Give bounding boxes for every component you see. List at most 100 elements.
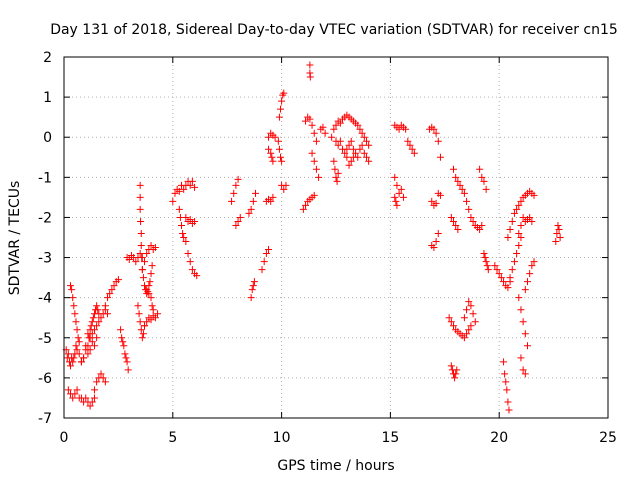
series-t61	[500, 358, 513, 414]
data-point	[410, 149, 418, 157]
data-point	[251, 189, 259, 197]
series-t39	[330, 157, 342, 185]
data-point	[280, 89, 288, 97]
data-point	[354, 121, 362, 129]
data-point	[308, 121, 316, 129]
data-point	[87, 322, 95, 330]
data-point	[510, 209, 518, 217]
data-point	[93, 334, 101, 342]
data-point	[362, 153, 370, 161]
data-point	[469, 310, 477, 318]
data-point	[234, 217, 242, 225]
data-point	[188, 177, 196, 185]
data-point	[228, 197, 236, 205]
data-point	[360, 149, 368, 157]
data-point	[491, 262, 499, 270]
data-point	[106, 290, 114, 298]
data-point	[95, 310, 103, 318]
data-point	[393, 181, 401, 189]
data-point	[362, 137, 370, 145]
data-point	[515, 229, 523, 237]
data-point	[312, 165, 320, 173]
data-point	[506, 274, 514, 282]
data-point	[268, 153, 276, 161]
data-point	[147, 270, 155, 278]
series-t06	[90, 370, 109, 394]
data-point	[147, 242, 155, 250]
data-point	[310, 191, 318, 199]
data-point	[136, 181, 144, 189]
data-point	[193, 272, 201, 280]
data-point	[432, 129, 440, 137]
y-tick-label: -2	[38, 210, 52, 226]
data-point	[334, 141, 342, 149]
data-point	[341, 149, 349, 157]
data-point	[88, 398, 96, 406]
data-point	[352, 149, 360, 157]
data-point	[395, 125, 403, 133]
data-point	[504, 284, 512, 292]
data-point	[77, 358, 85, 366]
series-t43	[391, 193, 401, 209]
data-point	[452, 370, 460, 378]
data-point	[71, 310, 79, 318]
data-point	[64, 386, 72, 394]
data-point	[501, 370, 509, 378]
data-point	[147, 316, 155, 324]
data-point	[171, 189, 179, 197]
data-point	[521, 286, 529, 294]
series-t65	[552, 221, 564, 246]
data-point	[95, 318, 103, 326]
data-point	[282, 181, 290, 189]
y-tick-label: 2	[43, 50, 52, 66]
data-point	[85, 334, 93, 342]
data-point	[75, 350, 83, 358]
data-point	[483, 262, 491, 270]
data-point	[82, 342, 90, 350]
data-point	[517, 306, 525, 314]
data-point	[258, 266, 266, 274]
data-point	[454, 225, 462, 233]
data-point	[310, 129, 318, 137]
data-point	[86, 326, 94, 334]
data-point	[332, 121, 340, 129]
data-point	[104, 294, 112, 302]
data-point	[482, 185, 490, 193]
y-tick-labels: -7 -6 -5 -4 -3 -2 -1 0 1 2	[38, 50, 52, 427]
x-tick-label: 5	[168, 430, 177, 446]
data-point	[432, 199, 440, 207]
data-point	[145, 282, 153, 290]
data-point	[101, 378, 109, 386]
data-point	[306, 115, 314, 123]
data-point	[122, 354, 130, 362]
data-point	[114, 276, 122, 284]
data-point	[267, 197, 275, 205]
data-point	[356, 125, 364, 133]
data-point	[64, 350, 72, 358]
data-point	[391, 193, 399, 201]
data-point	[521, 370, 529, 378]
data-point	[510, 258, 518, 266]
data-point	[360, 133, 368, 141]
series-t49	[445, 314, 475, 342]
data-point	[482, 258, 490, 266]
data-point	[392, 197, 400, 205]
data-point	[452, 173, 460, 181]
data-point	[265, 133, 273, 141]
data-point	[465, 326, 473, 334]
axis-ticks	[63, 56, 609, 419]
data-point	[356, 145, 364, 153]
data-point	[250, 278, 258, 286]
data-point	[391, 173, 399, 181]
data-point	[480, 177, 488, 185]
data-point	[519, 366, 527, 374]
data-point	[141, 322, 149, 330]
data-point	[517, 197, 525, 205]
data-point	[71, 390, 79, 398]
data-point	[262, 250, 270, 258]
data-point	[277, 153, 285, 161]
data-point	[517, 354, 525, 362]
data-point	[530, 258, 538, 266]
y-tick-label: -3	[38, 251, 52, 267]
data-point	[269, 193, 277, 201]
